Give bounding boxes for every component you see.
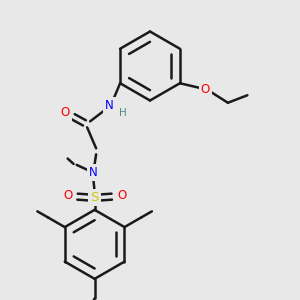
Text: H: H — [119, 108, 127, 118]
Text: O: O — [201, 83, 210, 96]
Text: O: O — [61, 106, 70, 119]
Text: N: N — [89, 166, 98, 179]
Text: O: O — [63, 189, 72, 202]
Text: S: S — [90, 191, 99, 204]
Text: N: N — [105, 99, 114, 112]
Text: O: O — [117, 189, 126, 202]
